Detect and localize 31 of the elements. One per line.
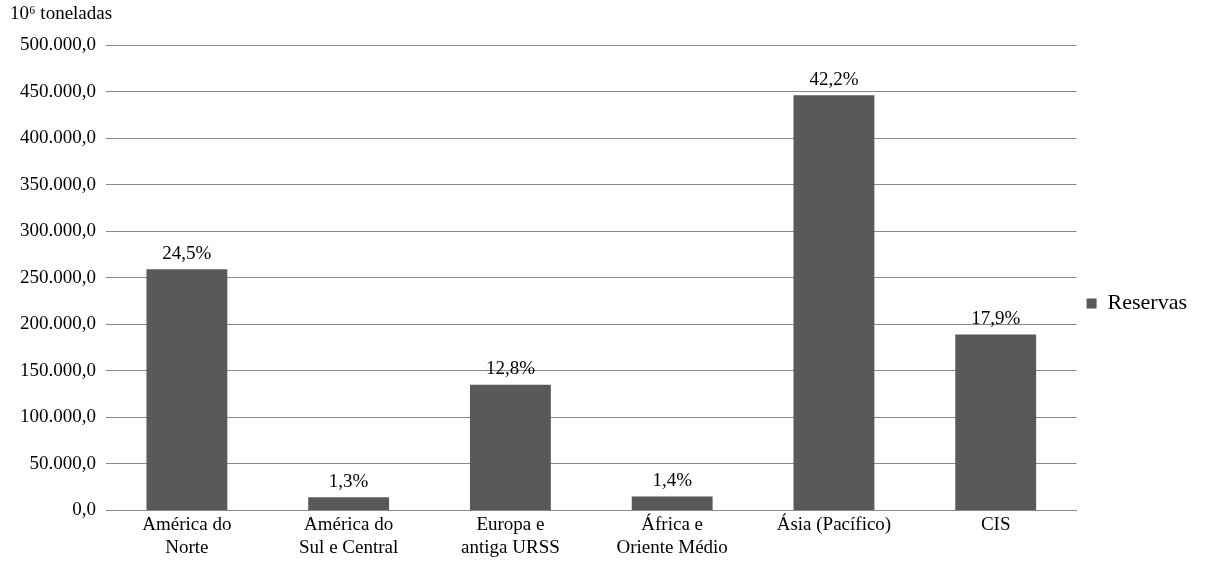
annotation: 12,8%: [485, 357, 536, 379]
x-tick-label: Europa e antiga URSS: [461, 512, 560, 557]
y-axis-title: 10⁶ toneladas: [10, 2, 113, 24]
x-tick-label: Ásia (Pacífico): [776, 512, 892, 535]
annotation: 1,4%: [652, 468, 693, 490]
annotation: 24,5%: [162, 241, 212, 263]
annotation: 1,3%: [328, 469, 369, 491]
legend-label: Reservas: [1107, 289, 1187, 315]
y-tick-label: 200.000,0: [20, 312, 96, 334]
bar: [469, 384, 551, 510]
y-tick-label: 50.000,0: [29, 451, 96, 473]
bar: [955, 334, 1037, 510]
x-tick-label: CIS: [980, 512, 1011, 534]
x-tick-label: África e Oriente Médio: [616, 512, 728, 557]
y-tick-label: 500.000,0: [20, 32, 96, 54]
y-tick-label: 400.000,0: [20, 126, 96, 148]
y-tick-label: 350.000,0: [20, 172, 96, 194]
annotation: 42,2%: [809, 67, 859, 89]
x-tick-label: América do Sul e Central: [299, 512, 399, 557]
annotation: 17,9%: [971, 306, 1021, 328]
bar: [308, 497, 390, 510]
bar: [631, 496, 713, 510]
y-tick-label: 100.000,0: [20, 405, 96, 427]
y-tick-label: 150.000,0: [20, 358, 96, 380]
bar: [146, 269, 228, 510]
y-tick-label: 300.000,0: [20, 219, 96, 241]
x-tick-label: América do Norte: [142, 512, 232, 557]
y-tick-label: 250.000,0: [20, 265, 96, 287]
y-tick-label: 0,0: [72, 498, 96, 520]
y-tick-label: 450.000,0: [20, 79, 96, 101]
bar: [793, 95, 875, 510]
